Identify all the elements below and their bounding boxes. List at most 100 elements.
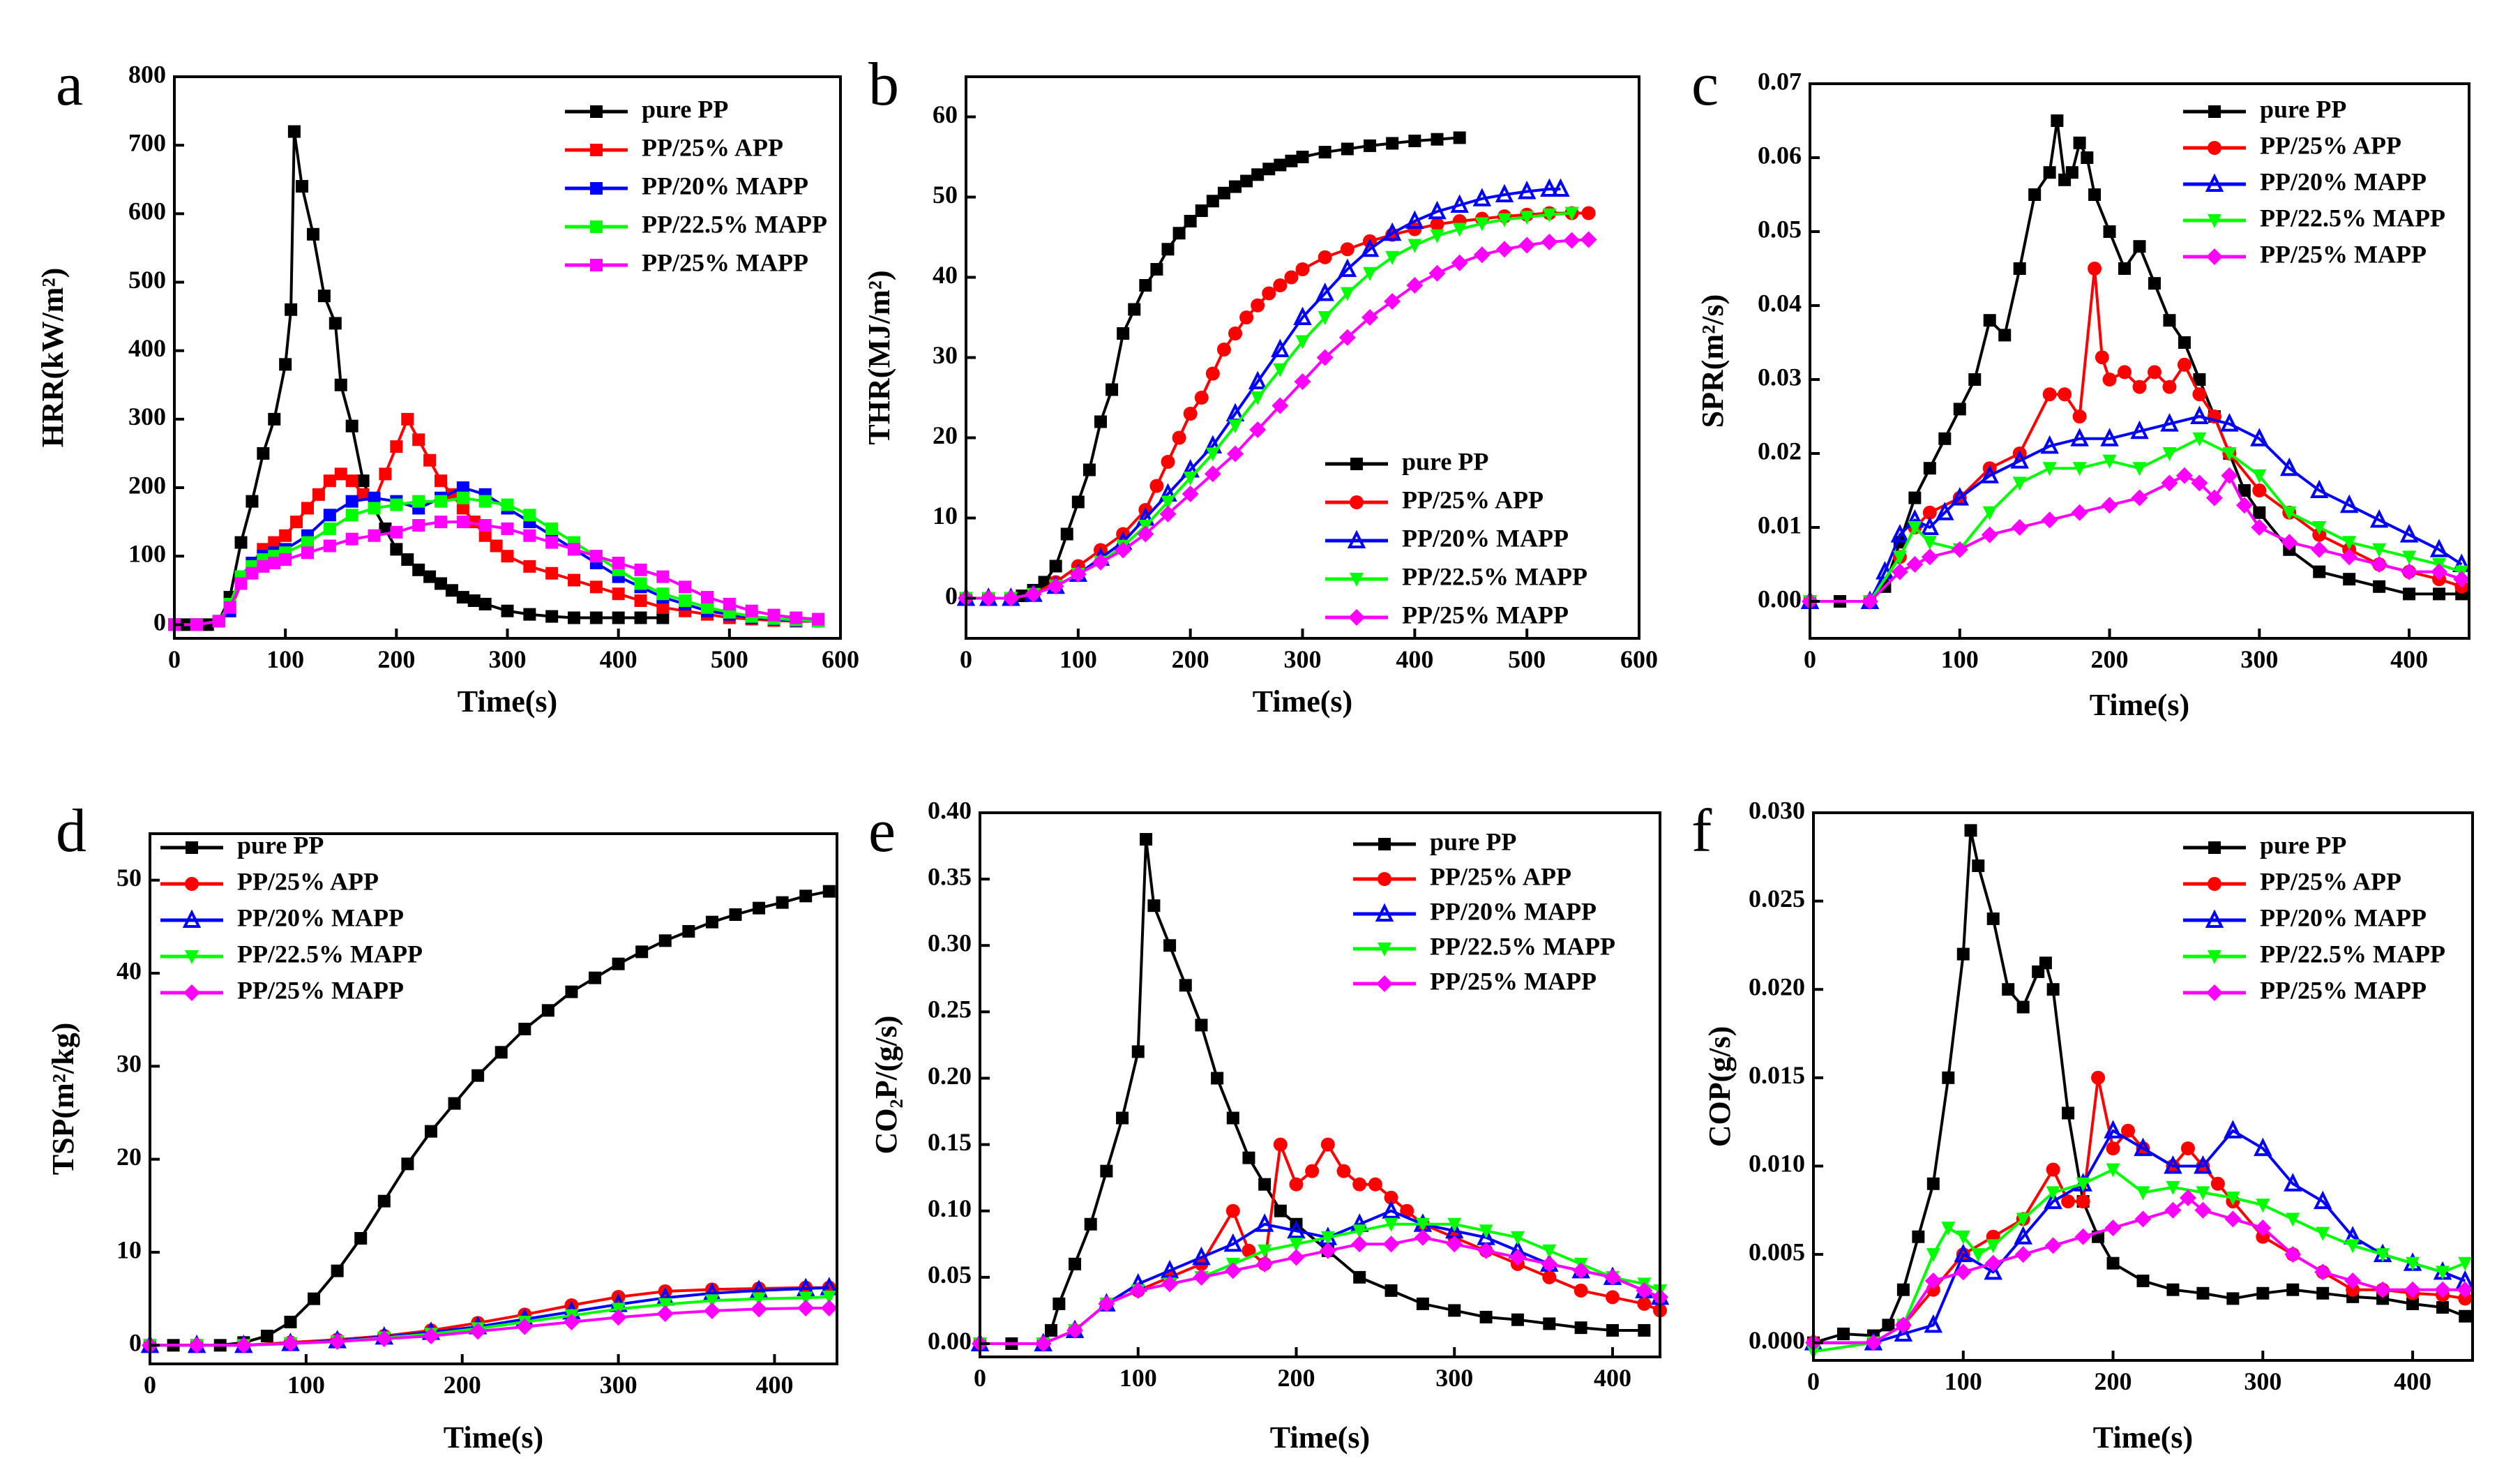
data-point xyxy=(1352,1224,1367,1239)
y-tick-label: 0.010 xyxy=(1749,1150,1805,1178)
data-point xyxy=(2404,1281,2422,1298)
data-point xyxy=(1316,349,1334,366)
data-point xyxy=(1320,1231,1335,1245)
data-point xyxy=(1495,183,1514,203)
data-point xyxy=(1950,487,1970,506)
data-point xyxy=(1204,465,1221,483)
data-point xyxy=(2014,1246,2032,1263)
data-point xyxy=(1163,939,1177,952)
data-point xyxy=(1100,1164,1113,1178)
data-point xyxy=(290,516,303,529)
data-point xyxy=(2458,1256,2473,1271)
panel-letter: b xyxy=(868,51,899,119)
data-point xyxy=(368,491,381,504)
data-point xyxy=(2100,428,2119,446)
data-point xyxy=(1272,397,1289,414)
legend-label: pure PP xyxy=(2260,95,2346,123)
data-point xyxy=(2309,479,2329,498)
data-point xyxy=(323,474,336,488)
legend-entry: PP/22.5% MAPP xyxy=(1325,562,1587,590)
data-point xyxy=(1227,445,1244,463)
data-point xyxy=(1986,1239,2000,1254)
x-tick-label: 400 xyxy=(2394,1367,2431,1395)
legend-label: PP/25% APP xyxy=(237,867,379,895)
data-point xyxy=(323,509,336,522)
data-point xyxy=(2313,565,2326,578)
data-point xyxy=(412,519,425,532)
data-point xyxy=(723,597,736,610)
data-point xyxy=(1543,1317,1556,1330)
data-point xyxy=(1294,373,1311,390)
data-point xyxy=(545,610,559,623)
data-point xyxy=(1318,250,1332,264)
y-axis-title: CO₂P/(g/s) xyxy=(869,1016,903,1155)
data-point xyxy=(456,491,469,504)
data-point xyxy=(797,1300,815,1316)
data-point xyxy=(612,957,625,970)
data-point xyxy=(1896,1283,1910,1296)
x-tick-label: 0 xyxy=(144,1371,156,1399)
data-point xyxy=(2102,454,2117,469)
x-tick-label: 600 xyxy=(822,645,859,673)
data-point xyxy=(1273,363,1288,377)
series-line xyxy=(1810,415,2463,603)
data-point xyxy=(435,495,447,508)
data-point xyxy=(2058,387,2072,402)
data-point xyxy=(516,1318,534,1335)
data-point xyxy=(478,495,492,508)
legend-marker xyxy=(185,950,199,964)
data-point xyxy=(2104,1219,2122,1237)
data-point xyxy=(2136,1186,2150,1201)
data-point xyxy=(799,889,813,903)
data-point xyxy=(2076,1177,2090,1192)
data-point xyxy=(1984,1254,2002,1272)
data-point xyxy=(323,539,336,553)
data-point xyxy=(1453,131,1466,144)
y-tick-label: 0.01 xyxy=(1758,511,1802,539)
data-point xyxy=(1340,242,1355,257)
legend-marker xyxy=(2208,950,2221,964)
chart-panel-f: f 0 100 200 300 400 0.000 0.005 0.010 0.015 0.020 0… xyxy=(1691,796,2475,1455)
data-point xyxy=(2179,1189,2196,1207)
legend-label: PP/22.5% MAPP xyxy=(1430,932,1615,960)
data-point xyxy=(2136,1275,2150,1288)
data-point xyxy=(1924,1272,1942,1290)
data-point xyxy=(412,563,425,576)
data-point xyxy=(656,611,670,624)
plot-frame xyxy=(1809,82,2470,640)
legend-marker xyxy=(1375,903,1394,922)
data-point xyxy=(701,601,714,614)
data-point xyxy=(2284,1246,2302,1263)
series-line xyxy=(150,1307,829,1347)
y-tick-label: 10 xyxy=(933,502,958,530)
y-tick-label: 0.00 xyxy=(1758,585,1802,613)
data-point xyxy=(234,536,248,549)
data-point xyxy=(2102,373,2117,386)
data-point xyxy=(2016,1000,2030,1014)
data-point xyxy=(822,1291,836,1305)
data-point xyxy=(545,536,559,549)
data-point xyxy=(1894,1316,1912,1334)
y-tick-label: 0.02 xyxy=(1758,437,1802,465)
data-point xyxy=(2016,1213,2030,1227)
data-point xyxy=(658,1298,672,1312)
data-point xyxy=(287,125,301,138)
data-point xyxy=(1382,222,1402,241)
data-point xyxy=(2039,956,2052,970)
data-point xyxy=(1563,232,1580,249)
data-point xyxy=(523,560,536,573)
data-point xyxy=(2118,365,2132,380)
series-line xyxy=(150,1286,829,1347)
data-point xyxy=(2106,1256,2120,1270)
legend-marker xyxy=(185,877,199,891)
data-point xyxy=(1542,1244,1557,1259)
legend-label: pure PP xyxy=(1430,827,1516,855)
legend-label: PP/22.5% MAPP xyxy=(642,210,827,238)
x-tick-label: 0 xyxy=(1807,1367,1820,1395)
data-point xyxy=(1384,1217,1398,1232)
data-point xyxy=(1983,314,1996,327)
x-tick-label: 500 xyxy=(1508,645,1546,673)
data-point xyxy=(2256,1199,2270,1213)
legend-label: PP/20% MAPP xyxy=(1402,524,1569,552)
data-point xyxy=(2162,380,2177,394)
